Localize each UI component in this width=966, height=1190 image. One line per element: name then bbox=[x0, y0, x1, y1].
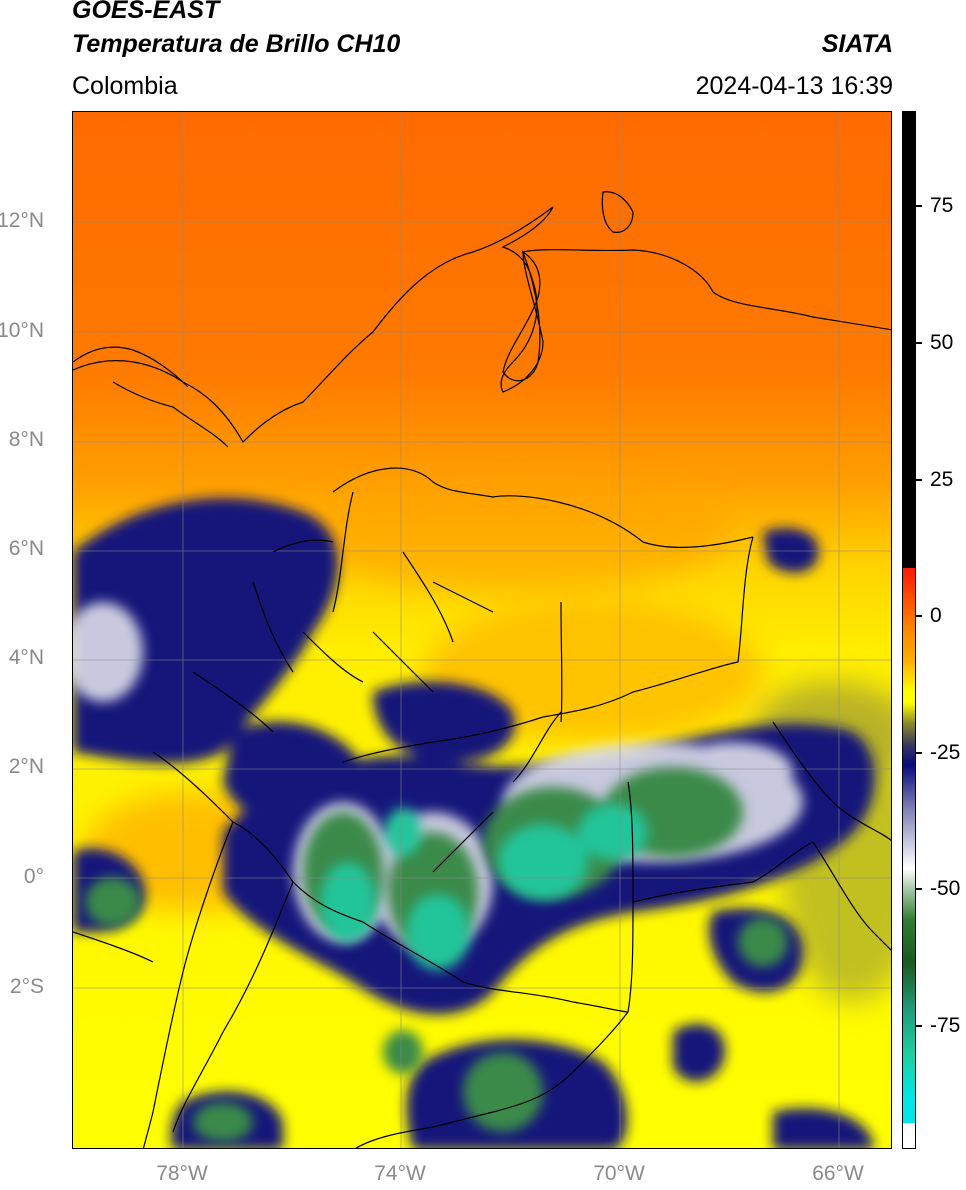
timestamp-label: 2024-04-13 16:39 bbox=[695, 72, 893, 100]
lat-label: 10°N bbox=[0, 319, 44, 342]
cloud-cluster-south bbox=[373, 681, 515, 762]
deep-core bbox=[578, 804, 648, 860]
colorbar-label: -75 bbox=[930, 1014, 961, 1037]
country-borders bbox=[73, 191, 891, 1148]
cloud-cluster-bottom bbox=[773, 1108, 873, 1148]
deep-core bbox=[385, 808, 421, 856]
convective-core bbox=[193, 1102, 253, 1142]
temperature-colorbar bbox=[902, 111, 916, 1149]
product-title: Temperatura de Brillo CH10 bbox=[72, 30, 401, 58]
satellite-title: GOES-EAST bbox=[72, 0, 220, 24]
colorbar-label: -25 bbox=[930, 741, 961, 764]
colorbar-label: 75 bbox=[930, 194, 954, 217]
graticule bbox=[73, 112, 891, 1148]
lat-label: 0° bbox=[23, 865, 44, 888]
lat-label: 4°N bbox=[8, 646, 44, 669]
warm-area bbox=[293, 472, 733, 592]
convective-core bbox=[463, 1052, 543, 1132]
colorbar-label: 50 bbox=[930, 331, 954, 354]
convective-core bbox=[383, 1030, 423, 1074]
lat-label: 2°N bbox=[8, 755, 44, 778]
colorbar-label: -50 bbox=[930, 877, 961, 900]
colorbar-tick bbox=[916, 888, 922, 890]
organization-label: SIATA bbox=[821, 30, 893, 58]
lon-label: 78°W bbox=[156, 1162, 208, 1185]
cold-top bbox=[73, 602, 143, 702]
cloud-cluster-bottom bbox=[673, 1023, 725, 1082]
lon-label: 74°W bbox=[374, 1162, 426, 1185]
colorbar-tick bbox=[916, 752, 922, 754]
brightness-temperature-map bbox=[72, 111, 892, 1149]
deep-core bbox=[406, 894, 470, 970]
colorbar-tick bbox=[916, 1025, 922, 1027]
convective-core bbox=[738, 917, 788, 967]
deep-core bbox=[498, 824, 588, 900]
colorbar-tick bbox=[916, 342, 922, 344]
lat-label: 2°S bbox=[9, 975, 44, 998]
cloud-cluster-east bbox=[763, 528, 819, 573]
region-label: Colombia bbox=[72, 72, 178, 100]
lat-label: 6°N bbox=[8, 537, 44, 560]
colorbar-tick bbox=[916, 479, 922, 481]
colorbar-label: 0 bbox=[930, 604, 942, 627]
colorbar-tick bbox=[916, 205, 922, 207]
lat-label: 8°N bbox=[8, 428, 44, 451]
convective-core bbox=[85, 877, 141, 927]
colorbar-tick bbox=[916, 615, 922, 617]
lat-label: 12°N bbox=[0, 209, 44, 232]
deep-core bbox=[320, 862, 376, 942]
lon-label: 70°W bbox=[593, 1162, 645, 1185]
cloud-band-west bbox=[73, 497, 338, 764]
colorbar-label: 25 bbox=[930, 468, 954, 491]
lon-label: 66°W bbox=[812, 1162, 864, 1185]
